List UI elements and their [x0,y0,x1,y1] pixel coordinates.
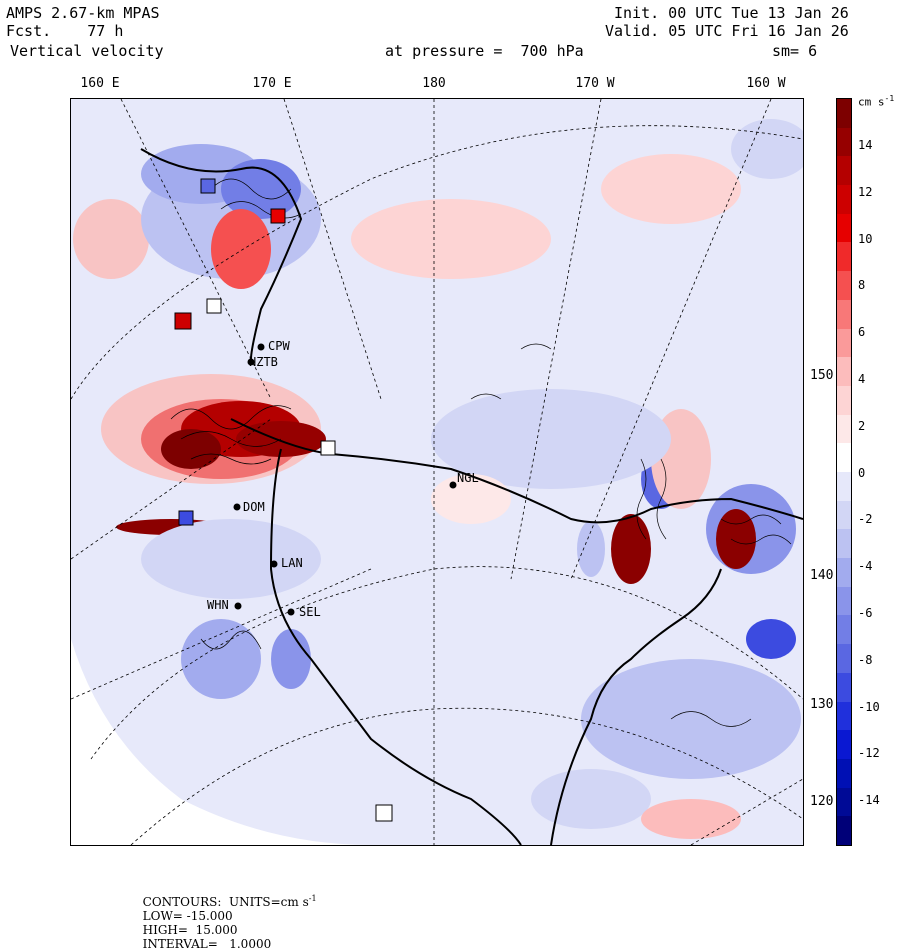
station-label-lan: LAN [281,556,303,570]
pressure-level: at pressure = 700 hPa [385,42,584,60]
colorbar-swatch [837,328,851,358]
station-dot-dom [233,503,241,511]
colorbar-swatch [837,443,851,473]
station-label-sel: SEL [299,605,321,619]
lon-label: 180 [422,76,446,91]
field-name: Vertical velocity [10,42,164,60]
model-title: AMPS 2.67-km MPAS [6,4,160,22]
colorbar-swatch [837,357,851,387]
contour-info: CONTOURS: UNITS=cm s-1 LOW= -15.000 HIGH… [135,880,343,951]
contour-lines [170,178,792,727]
colorbar-tick: 6 [858,325,866,340]
lon-label: 170 E [252,76,292,91]
colorbar-swatch [837,558,851,588]
forecast-hour: Fcst. 77 h [6,22,124,40]
vertical-velocity-field [71,99,803,845]
max-box [270,208,286,224]
station-label-ngl: NGL [457,471,479,485]
station-label-cpw: CPW [268,339,290,353]
colorbar-tick: 0 [858,465,866,480]
station-dot-whn [234,602,242,610]
colorbar-swatch [837,644,851,674]
contour-low: LOW= -15.000 [142,909,233,923]
lon-label: 170 W [575,76,615,91]
contour-units: CONTOURS: UNITS=cm s-1 [142,894,317,909]
colorbar-tick: -2 [858,512,873,527]
colorbar-unit: cm s-1 [858,94,895,109]
colorbar-swatch [837,271,851,301]
colorbar-tick: 2 [858,418,866,433]
colorbar-tick: 4 [858,372,866,386]
colorbar-tick: 8 [858,278,866,293]
colorbar-tick: -10 [858,699,880,714]
extrema-boxes [174,178,393,822]
contour-fill [73,119,803,839]
station-dot-nztb [247,358,255,366]
extrema-box [320,440,336,456]
colorbar [836,98,852,846]
station-dot-sel [287,608,295,616]
colorbar-swatch [837,99,851,129]
smoothing: sm= 6 [772,42,818,60]
station-label-nztb: NZTB [249,355,278,369]
colorbar-tick: -14 [858,793,880,808]
colorbar-tick: -12 [858,746,880,761]
colorbar-swatch [837,385,851,416]
colorbar-swatch [837,701,851,731]
colorbar-swatch [837,156,851,186]
graticule [71,99,803,845]
station-dot-cpw [257,343,265,351]
colorbar-swatch [837,414,851,444]
init-time: Init. 00 UTC Tue 13 Jan 26 [614,4,849,22]
colorbar-tick: -6 [858,606,873,620]
contour-interval: INTERVAL= 1.0000 [142,937,272,951]
colorbar-tick: 10 [858,231,873,246]
colorbar-tick: 14 [858,138,873,152]
colorbar-swatch [837,472,851,502]
contour-high: HIGH= 15.000 [142,923,238,937]
station-dot-ngl [449,481,457,489]
extrema-box [375,804,393,822]
colorbar-swatch [837,672,851,703]
colorbar-swatch [837,242,851,272]
station-markers [233,343,457,616]
colorbar-swatch [837,787,851,817]
colorbar-tick: -8 [858,652,873,667]
colorbar-tick: -4 [858,559,873,574]
colorbar-swatch [837,816,851,846]
colorbar-swatch [837,615,851,645]
colorbar-swatch [837,127,851,157]
colorbar-swatch [837,500,851,530]
station-label-whn: WHN [207,598,229,612]
extrema-box [206,298,222,314]
lon-label: 160 E [80,76,120,91]
station-label-dom: DOM [243,500,265,514]
min-box [200,178,216,194]
colorbar-swatch [837,185,851,215]
colorbar-swatch [837,529,851,559]
station-dot-lan [270,560,278,568]
no-data-region [71,639,371,845]
colorbar-swatch [837,730,851,760]
colorbar-swatch [837,299,851,330]
colorbar-swatch [837,758,851,789]
max-box [174,312,192,330]
valid-time: Valid. 05 UTC Fri 16 Jan 26 [605,22,849,40]
lon-label: 160 W [746,76,786,91]
min-box [178,510,194,526]
colorbar-tick: 12 [858,184,873,199]
colorbar-swatch [837,586,851,616]
map-panel: CPW NZTB NGL DOM LAN WHN SEL [70,98,804,846]
colorbar-swatch [837,213,851,243]
